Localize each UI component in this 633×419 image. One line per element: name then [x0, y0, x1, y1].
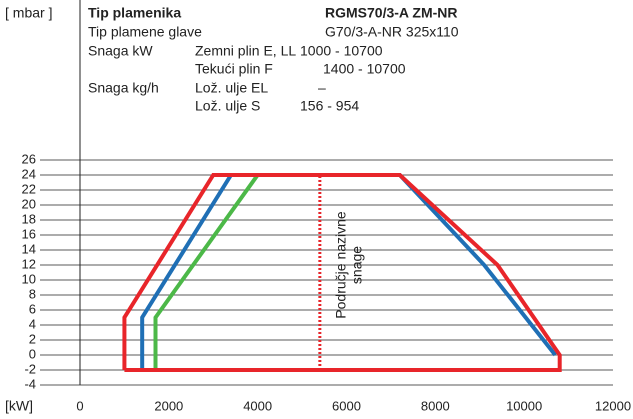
x-tick-label: 6000	[332, 398, 361, 413]
y-tick-label: 12	[22, 256, 36, 271]
info-label: Tip plamenika	[88, 5, 181, 21]
info-value: –	[318, 80, 326, 96]
series-line	[122, 173, 562, 372]
y-tick-label: 24	[22, 166, 36, 181]
x-tick-label: 2000	[154, 398, 183, 413]
y-axis-label: [ mbar ]	[5, 5, 52, 21]
y-tick-label: 14	[22, 241, 36, 256]
info-fuel: Tekući plin F	[195, 61, 273, 77]
y-tick-label: 2	[29, 331, 36, 346]
y-tick-label: 6	[29, 301, 36, 316]
y-tick-label: 26	[22, 151, 36, 166]
annotation-text: snage	[349, 246, 365, 284]
y-tick-label: 22	[22, 181, 36, 196]
info-value: G70/3-A-NR 325x110	[325, 24, 459, 40]
info-label: Snaga kg/h	[88, 80, 159, 96]
annotation: Područje nazivne snage	[333, 211, 365, 319]
x-tick-label: 8000	[421, 398, 450, 413]
info-value: 1400 - 10700	[323, 61, 406, 77]
info-label: Tip plamene glave	[88, 24, 202, 40]
y-tick-label: 4	[29, 316, 36, 331]
y-tick-label: 18	[22, 211, 36, 226]
y-tick-label: 10	[22, 271, 36, 286]
x-axis-label: [kW]	[5, 398, 33, 414]
y-tick-label: 16	[22, 226, 36, 241]
info-fuel: Lož. ulje S	[195, 98, 260, 114]
series-line	[153, 173, 260, 370]
info-fuel: Zemni plin E, LL	[195, 43, 296, 59]
y-tick-label: 20	[22, 196, 36, 211]
y-tick-label: 8	[29, 286, 36, 301]
info-value: 156 - 954	[300, 98, 359, 114]
info-label: Snaga kW	[88, 43, 153, 59]
x-tick-label: 10000	[506, 398, 542, 413]
info-value: RGMS70/3-A ZM-NR	[325, 5, 458, 21]
y-tick-label: -4	[24, 376, 36, 391]
x-tick-label: 4000	[243, 398, 272, 413]
y-tick-label: -2	[24, 361, 36, 376]
y-tick-label: 0	[29, 346, 36, 361]
annotation-text: Područje nazivne	[333, 211, 349, 319]
x-tick-label: 12000	[595, 398, 631, 413]
info-value: 1000 - 10700	[300, 43, 383, 59]
info-fuel: Lož. ulje EL	[195, 80, 268, 96]
x-tick-label: 0	[76, 398, 83, 413]
